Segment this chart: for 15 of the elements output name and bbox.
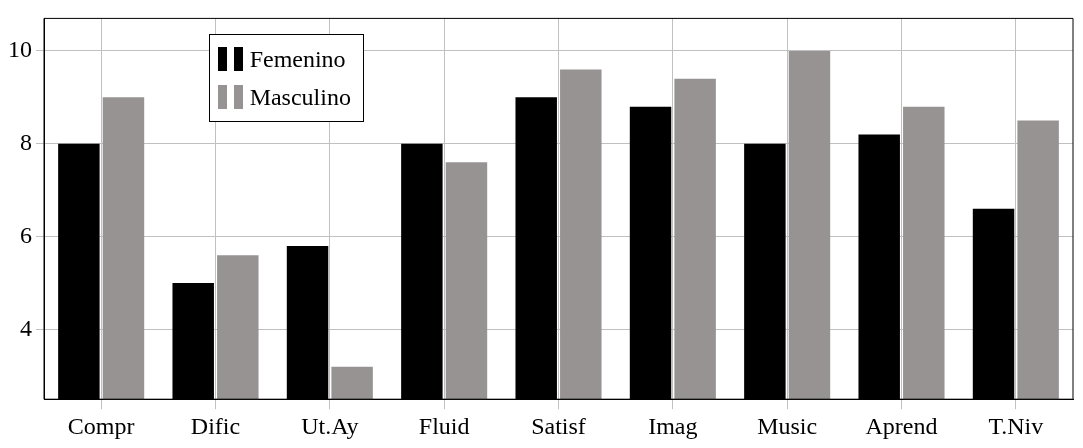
x-tick-label: Ut.Ay	[301, 412, 359, 439]
x-tick-label: T.Niv	[988, 412, 1044, 439]
x-tick-label: Imag	[648, 412, 698, 439]
x-tick-label: Compr	[67, 412, 135, 439]
legend-label: Masculino	[249, 83, 351, 111]
y-tick-label: 8	[20, 129, 32, 156]
x-tick-label: Aprend	[865, 412, 938, 439]
x-tick-label: Music	[757, 412, 818, 439]
y-tick-label: 4	[20, 314, 32, 341]
x-tick-label: Dific	[190, 412, 241, 439]
y-tick-label: 10	[8, 36, 32, 63]
legend-label: Femenino	[249, 45, 346, 73]
y-tick-label: 6	[20, 221, 32, 248]
x-tick-label: Fluid	[418, 412, 470, 439]
x-tick-label: Satisf	[531, 412, 586, 439]
